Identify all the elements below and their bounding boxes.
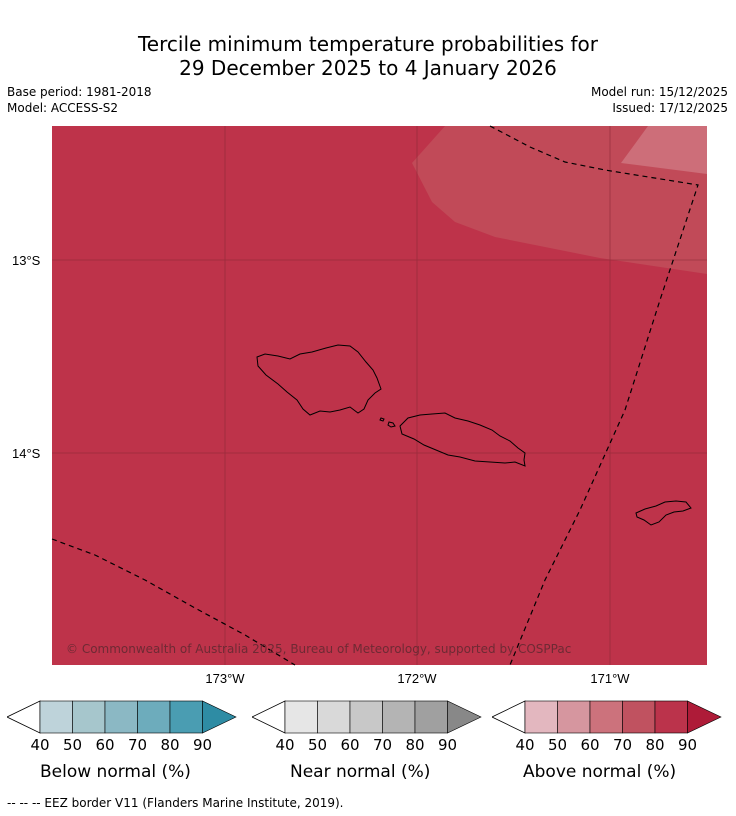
colorbar-above-swatch-4 bbox=[655, 701, 688, 733]
lat-label-14s: 14°S bbox=[12, 446, 41, 461]
colorbar-near-swatch-4 bbox=[415, 701, 448, 733]
colorbar-above-swatch-5 bbox=[688, 701, 722, 733]
probability-map: 13°S 14°S 173°W 172°W 171°W © Commonweal… bbox=[0, 0, 736, 700]
colorbar-above-tick-50: 50 bbox=[548, 736, 567, 754]
lon-label-173w: 173°W bbox=[205, 671, 245, 686]
colorbar-near-tick-50: 50 bbox=[308, 736, 327, 754]
lat-label-13s: 13°S bbox=[12, 253, 41, 268]
colorbar-near-swatch-2 bbox=[350, 701, 383, 733]
colorbar-near-normal: 40 50 60 70 80 90 Near normal (%) bbox=[252, 700, 482, 790]
colorbar-below-swatch-0 bbox=[40, 701, 73, 733]
colorbar-below-tick-70: 70 bbox=[128, 736, 147, 754]
colorbar-near-tick-70: 70 bbox=[373, 736, 392, 754]
colorbar-below-swatch-3 bbox=[138, 701, 171, 733]
copyright-notice: © Commonwealth of Australia 2025, Bureau… bbox=[66, 642, 571, 656]
colorbar-above-tick-60: 60 bbox=[580, 736, 599, 754]
colorbar-below-caption: Below normal (%) bbox=[40, 762, 191, 782]
colorbar-near-tick-90: 90 bbox=[438, 736, 457, 754]
colorbar-below-tick-80: 80 bbox=[160, 736, 179, 754]
colorbar-above-swatches: 40 50 60 70 80 90 bbox=[492, 700, 724, 754]
colorbar-above-tick-70: 70 bbox=[613, 736, 632, 754]
colorbar-below-swatch-1 bbox=[73, 701, 106, 733]
colorbar-near-caption: Near normal (%) bbox=[290, 762, 430, 782]
colorbar-below-swatch-4 bbox=[170, 701, 203, 733]
colorbar-near-swatch-5 bbox=[448, 701, 482, 733]
colorbar-below-tick-50: 50 bbox=[63, 736, 82, 754]
colorbar-above-tick-80: 80 bbox=[645, 736, 664, 754]
colorbar-above-swatch-0 bbox=[525, 701, 558, 733]
colorbar-above-tick-40: 40 bbox=[515, 736, 534, 754]
colorbar-near-swatches: 40 50 60 70 80 90 bbox=[252, 700, 482, 754]
lon-label-172w: 172°W bbox=[397, 671, 437, 686]
colorbar-below-tick-90: 90 bbox=[193, 736, 212, 754]
colorbar-below-normal: 40 50 60 70 80 90 Below normal (%) bbox=[7, 700, 237, 790]
colorbar-near-tick-80: 80 bbox=[405, 736, 424, 754]
colorbar-below-swatch-5 bbox=[203, 701, 237, 733]
colorbar-below-under-triangle bbox=[7, 701, 40, 733]
colorbar-near-under-triangle bbox=[252, 701, 285, 733]
colorbar-below-tick-60: 60 bbox=[95, 736, 114, 754]
colorbar-above-swatch-2 bbox=[590, 701, 623, 733]
colorbar-near-tick-40: 40 bbox=[275, 736, 294, 754]
colorbar-below-swatches: 40 50 60 70 80 90 bbox=[7, 700, 237, 754]
colorbar-above-swatch-1 bbox=[558, 701, 591, 733]
eez-legend-footer: -- -- -- EEZ border V11 (Flanders Marine… bbox=[7, 796, 344, 810]
colorbar-near-swatch-3 bbox=[383, 701, 416, 733]
colorbar-below-swatch-2 bbox=[105, 701, 138, 733]
colorbar-near-tick-60: 60 bbox=[340, 736, 359, 754]
colorbar-above-under-triangle bbox=[492, 701, 525, 733]
lon-label-171w: 171°W bbox=[590, 671, 630, 686]
colorbar-above-normal: 40 50 60 70 80 90 Above normal (%) bbox=[492, 700, 724, 790]
colorbar-below-tick-40: 40 bbox=[30, 736, 49, 754]
colorbar-near-swatch-0 bbox=[285, 701, 318, 733]
colorbar-above-tick-90: 90 bbox=[678, 736, 697, 754]
colorbar-above-swatch-3 bbox=[623, 701, 656, 733]
colorbar-near-swatch-1 bbox=[318, 701, 351, 733]
colorbar-above-caption: Above normal (%) bbox=[523, 762, 676, 782]
